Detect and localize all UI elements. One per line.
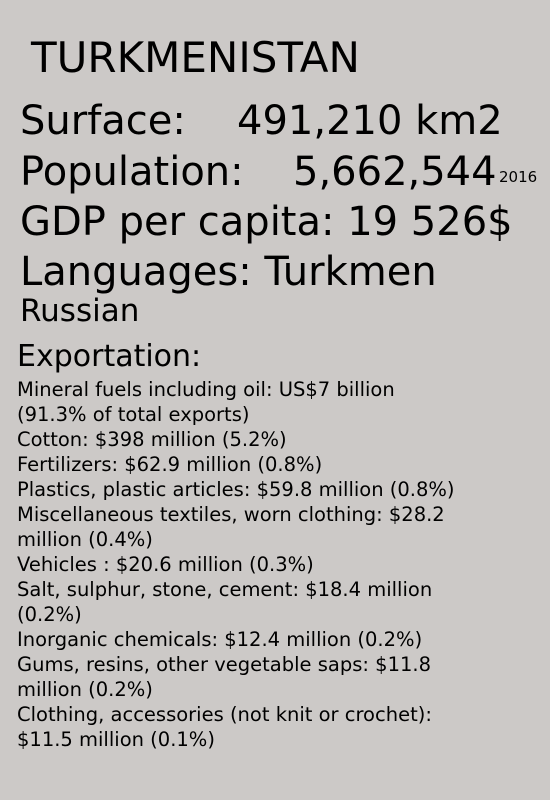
export-item-line: million (0.4%) xyxy=(17,528,153,551)
population-value: 5,662,544 xyxy=(293,149,497,195)
export-item-line: Mineral fuels including oil: US$7 billio… xyxy=(17,378,395,401)
export-item-line: Fertilizers: $62.9 million (0.8%) xyxy=(17,453,323,476)
export-item: Cotton: $398 million (5.2%) xyxy=(17,427,537,452)
gdp-per-capita: GDP per capita: 19 526$ xyxy=(20,199,513,245)
export-item: Plastics, plastic articles: $59.8 millio… xyxy=(17,477,537,502)
export-item-line: Gums, resins, other vegetable saps: $11.… xyxy=(17,653,431,676)
export-item: Gums, resins, other vegetable saps: $11.… xyxy=(17,652,537,702)
surface-label: Surface: xyxy=(20,98,186,144)
export-item-line: (91.3% of total exports) xyxy=(17,403,250,426)
export-item-line: Inorganic chemicals: $12.4 million (0.2%… xyxy=(17,628,423,651)
export-item-line: Clothing, accessories (not knit or croch… xyxy=(17,703,432,726)
export-item-line: Cotton: $398 million (5.2%) xyxy=(17,428,287,451)
export-item: Fertilizers: $62.9 million (0.8%) xyxy=(17,452,537,477)
export-item: Miscellaneous textiles, worn clothing: $… xyxy=(17,502,537,552)
export-item-line: (0.2%) xyxy=(17,603,82,626)
export-item: Salt, sulphur, stone, cement: $18.4 mill… xyxy=(17,577,537,627)
country-title: TURKMENISTAN xyxy=(31,33,360,82)
exportation-title: Exportation: xyxy=(17,339,202,374)
export-item-line: Vehicles : $20.6 million (0.3%) xyxy=(17,553,314,576)
export-item: Clothing, accessories (not knit or croch… xyxy=(17,702,537,752)
export-item-line: $11.5 million (0.1%) xyxy=(17,728,215,751)
languages-primary: Languages: Turkmen xyxy=(20,249,437,295)
export-item: Mineral fuels including oil: US$7 billio… xyxy=(17,377,537,427)
export-item-line: Plastics, plastic articles: $59.8 millio… xyxy=(17,478,455,501)
population-label: Population: xyxy=(20,149,244,195)
export-item-line: million (0.2%) xyxy=(17,678,153,701)
export-item: Vehicles : $20.6 million (0.3%) xyxy=(17,552,537,577)
population-year: 2016 xyxy=(499,168,538,186)
surface-value: 491,210 km2 xyxy=(237,98,503,144)
languages-secondary: Russian xyxy=(20,293,140,329)
export-item-line: Miscellaneous textiles, worn clothing: $… xyxy=(17,503,445,526)
export-item-line: Salt, sulphur, stone, cement: $18.4 mill… xyxy=(17,578,433,601)
export-item: Inorganic chemicals: $12.4 million (0.2%… xyxy=(17,627,537,652)
exportation-list: Mineral fuels including oil: US$7 billio… xyxy=(17,377,537,752)
